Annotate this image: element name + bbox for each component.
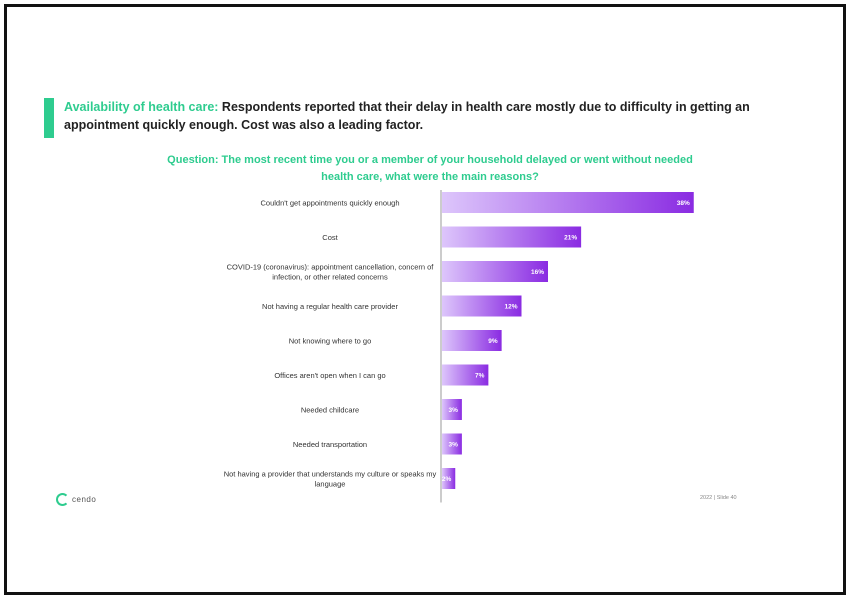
logo-icon: [56, 493, 69, 506]
slide-footer: 2022 | Slide 40: [700, 495, 737, 501]
headline-accent-bar: [44, 98, 54, 138]
value-label-2: 16%: [531, 269, 544, 276]
bar-0: [442, 192, 694, 213]
bar-7: [442, 433, 462, 455]
category-label-0: Couldn't get appointments quickly enough: [260, 199, 399, 208]
survey-question: Question: The most recent time you or a …: [167, 154, 693, 183]
bar-4: [442, 330, 502, 351]
bar-5: [442, 364, 489, 386]
bar-1: [442, 226, 582, 248]
category-label-3: Not having a regular health care provide…: [262, 302, 398, 311]
category-label-2: COVID-19 (coronavirus): appointment canc…: [227, 263, 435, 282]
value-label-7: 3%: [448, 442, 458, 449]
headline-lead: Availability of health care:: [64, 100, 219, 114]
value-label-3: 12%: [504, 304, 517, 311]
logo: cendo: [56, 493, 96, 506]
category-label-5: Offices aren't open when I can go: [274, 371, 385, 380]
value-label-5: 7%: [475, 373, 485, 380]
headline-rest: Respondents reported that their delay in…: [64, 100, 750, 132]
value-label-8: 2%: [442, 476, 452, 483]
category-label-4: Not knowing where to go: [289, 337, 372, 346]
category-label-1: Cost: [322, 233, 338, 242]
category-label-8: Not having a provider that understands m…: [224, 470, 437, 489]
bar-2: [442, 261, 548, 282]
value-label-6: 3%: [448, 407, 458, 414]
value-label-4: 9%: [488, 338, 498, 345]
slide-frame: [4, 4, 846, 595]
category-label-7: Needed transportation: [293, 440, 367, 449]
headline: Availability of health care: Respondents…: [64, 98, 784, 134]
category-label-6: Needed childcare: [301, 406, 359, 415]
value-label-1: 21%: [564, 235, 577, 242]
bar-6: [442, 399, 462, 420]
bar-8: [442, 468, 456, 489]
bar-3: [442, 295, 522, 317]
logo-text: cendo: [72, 495, 97, 504]
value-label-0: 38%: [677, 200, 690, 207]
